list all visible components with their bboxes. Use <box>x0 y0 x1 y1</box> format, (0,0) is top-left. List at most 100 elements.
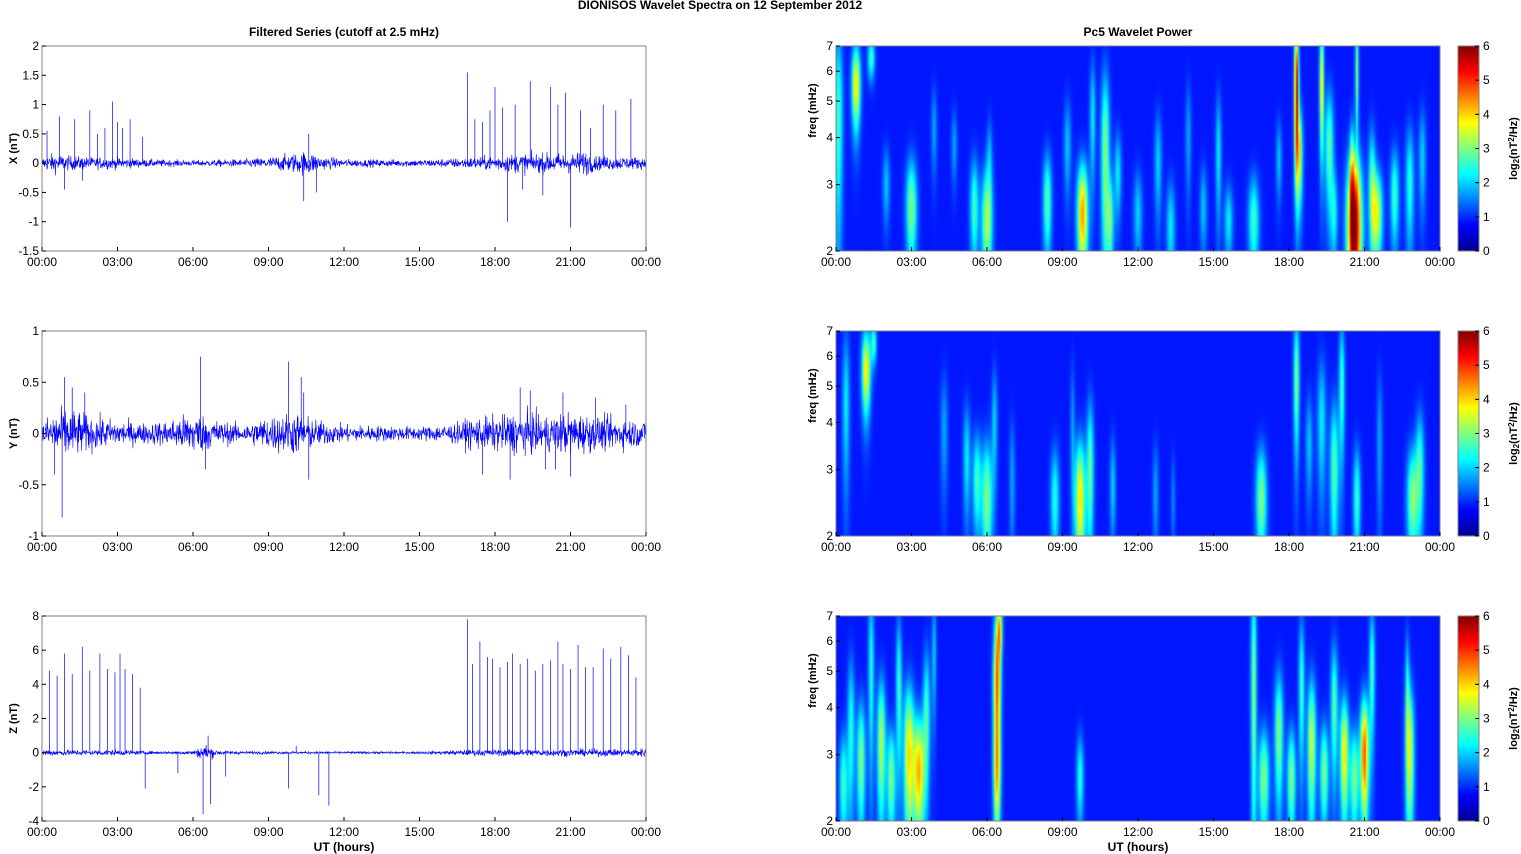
colorbar-label: log2(nT2/Hz) <box>1507 687 1521 750</box>
x-tick-label: 18:00 <box>1274 255 1304 269</box>
x-tick-label: 15:00 <box>404 825 434 839</box>
y-tick-label: 2 <box>826 814 833 828</box>
y-axis-label: Z (nT) <box>8 703 20 734</box>
x-tick-label: 06:00 <box>178 825 208 839</box>
data-line <box>41 149 647 176</box>
colorbar-tick-label: 5 <box>1483 643 1490 657</box>
x-tick-label: 18:00 <box>1274 825 1304 839</box>
y-tick-label: -4 <box>28 814 39 828</box>
colorbar-tick-label: 0 <box>1483 244 1490 258</box>
y-series-panel: 00:00 03:00 06:00 09:00 12:00 15:00 18:00 21:00… <box>8 324 661 554</box>
x-tick-label: 12:00 <box>1123 255 1153 269</box>
x-tick-label: 09:00 <box>253 540 283 554</box>
colorbar-label-part: 2 <box>1507 422 1516 427</box>
y-tick-label: 7 <box>826 609 833 623</box>
y-tick-label: 6 <box>826 634 833 648</box>
plot-area <box>42 616 646 821</box>
y-tick-label: 6 <box>826 349 833 363</box>
x-tick-label: 21:00 <box>1349 540 1379 554</box>
x-tick-label: 03:00 <box>896 255 926 269</box>
x-axis-label: UT (hours) <box>1108 840 1169 854</box>
x-tick-label: 12:00 <box>329 540 359 554</box>
x-tick-label: 03:00 <box>896 825 926 839</box>
y-tick-label: -1 <box>28 215 39 229</box>
colorbar-tick-label: 5 <box>1483 358 1490 372</box>
heatmap-image <box>836 46 1440 251</box>
y-tick-label: 0 <box>32 746 39 760</box>
y-tick-label: 8 <box>32 609 39 623</box>
y-axis-label: freq (mHz) <box>807 368 819 423</box>
colorbar-label-part: (nT <box>1508 712 1520 729</box>
x-tick-label: 15:00 <box>1198 540 1228 554</box>
colorbar-tick-label: 4 <box>1483 107 1490 121</box>
y-wavelet-panel: 00:00 03:00 06:00 09:00 12:00 15:00 18:00 21:00… <box>807 324 1521 554</box>
x-tick-label: 21:00 <box>1349 825 1379 839</box>
y-tick-label: 0.5 <box>22 375 39 389</box>
x-tick-label: 06:00 <box>972 255 1002 269</box>
y-axis-label: X (nT) <box>8 133 20 164</box>
x-tick-label: 06:00 <box>178 540 208 554</box>
x-tick-label: 00:00 <box>1425 540 1455 554</box>
data-line <box>41 744 647 760</box>
y-tick-label: 5 <box>826 94 833 108</box>
x-tick-label: 21:00 <box>555 540 585 554</box>
y-tick-label: -0.5 <box>18 478 39 492</box>
x-tick-label: 18:00 <box>480 255 510 269</box>
x-series-panel: 00:00 03:00 06:00 09:00 12:00 15:00 18:00 21:00… <box>8 25 661 269</box>
colorbar-tick-label: 6 <box>1483 609 1490 623</box>
y-tick-label: 6 <box>826 64 833 78</box>
y-tick-label: -2 <box>28 780 39 794</box>
x-tick-label: 06:00 <box>972 825 1002 839</box>
x-tick-label: 00:00 <box>821 540 851 554</box>
heatmap-image <box>836 616 1440 821</box>
colorbar-gradient <box>1458 616 1479 821</box>
y-tick-label: 3 <box>826 748 833 762</box>
colorbar-tick-label: 1 <box>1483 495 1490 509</box>
x-tick-label: 18:00 <box>480 825 510 839</box>
x-tick-label: 00:00 <box>27 255 57 269</box>
colorbar-tick-label: 6 <box>1483 39 1490 53</box>
plots-layer: 00:00 03:00 06:00 09:00 12:00 15:00 18:00 21:00… <box>8 25 1521 854</box>
colorbar-label: log2(nT2/Hz) <box>1507 117 1521 180</box>
colorbar-tick-label: 2 <box>1483 746 1490 760</box>
y-tick-label: 4 <box>826 416 833 430</box>
x-tick-label: 12:00 <box>1123 540 1153 554</box>
colorbar-tick-label: 4 <box>1483 677 1490 691</box>
colorbar-tick-label: 1 <box>1483 210 1490 224</box>
y-axis-label: freq (mHz) <box>807 83 819 138</box>
colorbar-label-part: 2 <box>1512 728 1521 733</box>
colorbar-label-part: log <box>1508 733 1520 750</box>
x-tick-label: 06:00 <box>972 540 1002 554</box>
y-tick-label: 5 <box>826 664 833 678</box>
x-tick-label: 00:00 <box>1425 255 1455 269</box>
colorbar-tick-label: 2 <box>1483 176 1490 190</box>
x-tick-label: 00:00 <box>821 825 851 839</box>
x-tick-label: 09:00 <box>1047 825 1077 839</box>
y-tick-label: 1 <box>32 324 39 338</box>
colorbar-tick-label: 3 <box>1483 142 1490 156</box>
colorbar-label-part: /Hz) <box>1508 402 1520 423</box>
plot-title: Pc5 Wavelet Power <box>1084 25 1193 39</box>
y-tick-label: 0 <box>32 427 39 441</box>
y-tick-label: 2 <box>32 712 39 726</box>
x-tick-label: 18:00 <box>480 540 510 554</box>
x-tick-label: 06:00 <box>178 255 208 269</box>
x-tick-label: 00:00 <box>631 825 661 839</box>
colorbar-label-part: /Hz) <box>1508 687 1520 708</box>
x-tick-label: 15:00 <box>1198 825 1228 839</box>
y-tick-label: 1.5 <box>22 68 39 82</box>
y-axis-label: freq (mHz) <box>807 653 819 708</box>
x-tick-label: 21:00 <box>1349 255 1379 269</box>
x-tick-label: 09:00 <box>253 255 283 269</box>
x-tick-label: 03:00 <box>102 540 132 554</box>
colorbar-label-part: log <box>1508 163 1520 180</box>
colorbar-label: log2(nT2/Hz) <box>1507 402 1521 465</box>
colorbar-label-part: (nT <box>1508 142 1520 159</box>
x-tick-label: 15:00 <box>404 540 434 554</box>
y-tick-label: 0.5 <box>22 127 39 141</box>
z-series-panel: 00:00 03:00 06:00 09:00 12:00 15:00 18:00 21:00… <box>8 609 661 854</box>
colorbar-label-part: 2 <box>1512 158 1521 163</box>
